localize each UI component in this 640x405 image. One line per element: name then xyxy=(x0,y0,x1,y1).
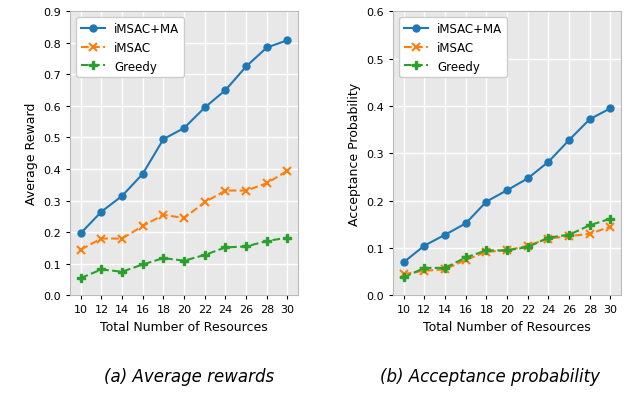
iMSAC xyxy=(180,216,188,221)
Line: iMSAC+MA: iMSAC+MA xyxy=(400,106,614,266)
iMSAC+MA xyxy=(77,231,84,236)
iMSAC xyxy=(400,272,408,277)
Greedy xyxy=(159,256,167,261)
Greedy xyxy=(263,239,271,244)
iMSAC xyxy=(97,237,105,241)
Text: (b) Acceptance probability: (b) Acceptance probability xyxy=(380,367,600,385)
iMSAC+MA xyxy=(159,137,167,142)
iMSAC+MA xyxy=(503,188,511,193)
Line: iMSAC: iMSAC xyxy=(399,223,614,279)
Line: iMSAC: iMSAC xyxy=(77,167,292,254)
iMSAC+MA xyxy=(586,117,594,122)
iMSAC xyxy=(503,248,511,253)
iMSAC+MA xyxy=(545,160,552,165)
iMSAC xyxy=(586,232,594,237)
Legend: iMSAC+MA, iMSAC, Greedy: iMSAC+MA, iMSAC, Greedy xyxy=(399,18,507,78)
iMSAC xyxy=(607,225,614,230)
iMSAC xyxy=(201,200,209,205)
iMSAC xyxy=(483,250,490,255)
Greedy xyxy=(545,236,552,241)
iMSAC+MA xyxy=(139,172,147,177)
Greedy xyxy=(201,253,209,258)
iMSAC xyxy=(284,169,291,174)
Y-axis label: Average Reward: Average Reward xyxy=(25,103,38,205)
Greedy xyxy=(180,258,188,263)
iMSAC+MA xyxy=(483,200,490,205)
iMSAC xyxy=(565,234,573,239)
iMSAC xyxy=(441,267,449,272)
iMSAC xyxy=(462,258,470,262)
iMSAC+MA xyxy=(201,106,209,111)
Greedy xyxy=(441,266,449,271)
iMSAC+MA xyxy=(97,210,105,215)
iMSAC xyxy=(159,213,167,218)
Greedy xyxy=(524,245,532,250)
iMSAC+MA xyxy=(462,222,470,226)
iMSAC+MA xyxy=(221,88,229,93)
iMSAC+MA xyxy=(420,244,428,249)
Y-axis label: Acceptance Probability: Acceptance Probability xyxy=(348,83,361,225)
iMSAC+MA xyxy=(180,126,188,131)
iMSAC+MA xyxy=(565,138,573,143)
iMSAC+MA xyxy=(524,177,532,181)
iMSAC+MA xyxy=(284,39,291,44)
X-axis label: Total Number of Resources: Total Number of Resources xyxy=(423,320,591,333)
iMSAC xyxy=(139,224,147,229)
Greedy xyxy=(97,267,105,272)
iMSAC xyxy=(77,247,84,252)
Greedy xyxy=(77,276,84,281)
Line: Greedy: Greedy xyxy=(77,234,292,282)
iMSAC xyxy=(420,269,428,273)
iMSAC xyxy=(524,244,532,249)
iMSAC xyxy=(243,189,250,194)
Greedy xyxy=(139,262,147,267)
iMSAC xyxy=(263,181,271,186)
Greedy xyxy=(221,245,229,250)
Greedy xyxy=(400,275,408,280)
Greedy xyxy=(118,270,126,275)
Greedy xyxy=(586,223,594,228)
iMSAC+MA xyxy=(243,65,250,70)
Greedy xyxy=(243,244,250,249)
iMSAC+MA xyxy=(118,194,126,199)
Greedy xyxy=(462,256,470,260)
iMSAC+MA xyxy=(607,107,614,111)
Line: iMSAC+MA: iMSAC+MA xyxy=(77,38,291,237)
Greedy xyxy=(420,266,428,271)
iMSAC+MA xyxy=(400,260,408,265)
X-axis label: Total Number of Resources: Total Number of Resources xyxy=(100,320,268,333)
Legend: iMSAC+MA, iMSAC, Greedy: iMSAC+MA, iMSAC, Greedy xyxy=(76,18,184,78)
iMSAC+MA xyxy=(263,46,271,51)
Text: (a) Average rewards: (a) Average rewards xyxy=(104,367,274,385)
Greedy xyxy=(503,248,511,253)
Line: Greedy: Greedy xyxy=(399,215,614,282)
Greedy xyxy=(565,233,573,238)
iMSAC xyxy=(545,237,552,241)
iMSAC xyxy=(118,237,126,241)
Greedy xyxy=(607,217,614,222)
iMSAC+MA xyxy=(441,233,449,238)
Greedy xyxy=(483,248,490,253)
iMSAC xyxy=(221,189,229,194)
Greedy xyxy=(284,236,291,241)
